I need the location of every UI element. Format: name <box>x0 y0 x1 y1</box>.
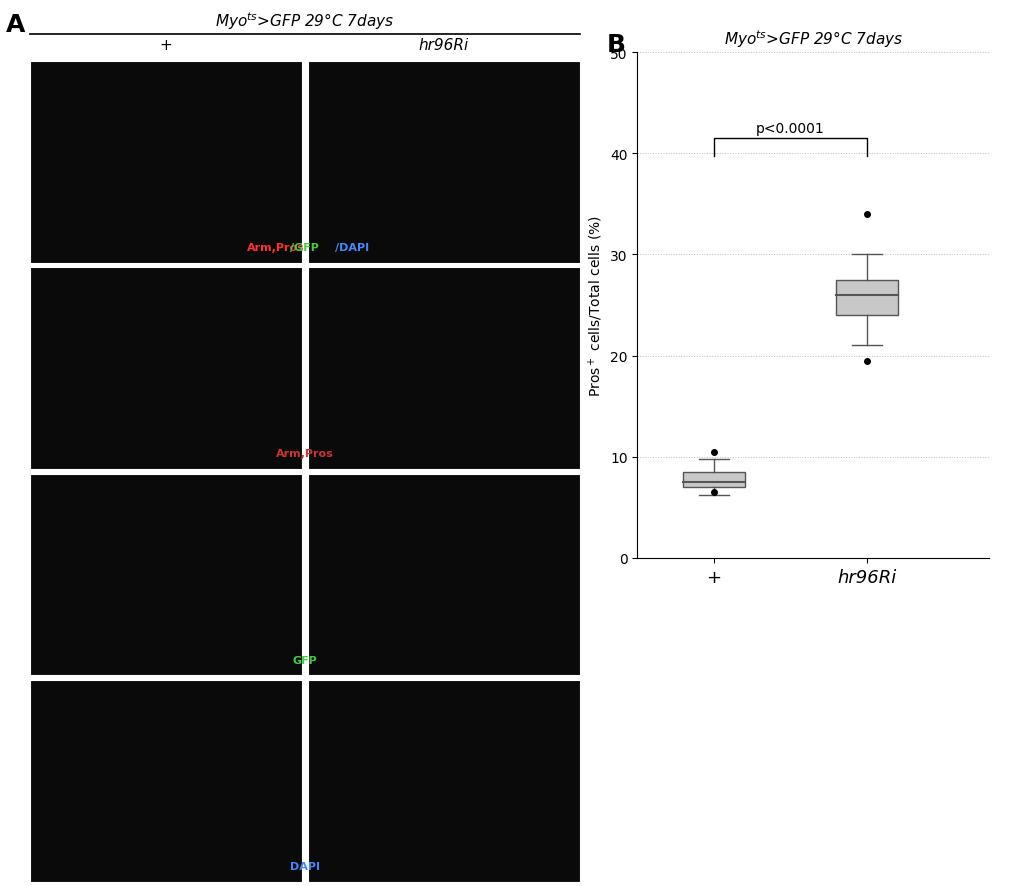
Text: /DAPI: /DAPI <box>334 243 369 253</box>
FancyBboxPatch shape <box>683 472 744 487</box>
Text: GFP: GFP <box>292 655 317 664</box>
FancyBboxPatch shape <box>308 474 579 675</box>
FancyBboxPatch shape <box>30 474 302 675</box>
Text: Arm,Pros: Arm,Pros <box>275 449 333 459</box>
Text: /GFP: /GFP <box>290 243 319 253</box>
FancyBboxPatch shape <box>308 268 579 470</box>
Text: DAPI: DAPI <box>289 861 319 871</box>
Text: +: + <box>159 38 172 53</box>
Text: Myo$^{ts}$>GFP 29°C 7days: Myo$^{ts}$>GFP 29°C 7days <box>215 11 394 32</box>
Text: hr96Ri: hr96Ri <box>418 38 469 53</box>
FancyBboxPatch shape <box>30 268 302 470</box>
Y-axis label: Pros$^+$ cells/Total cells (%): Pros$^+$ cells/Total cells (%) <box>586 214 604 397</box>
FancyBboxPatch shape <box>308 680 579 882</box>
FancyBboxPatch shape <box>836 280 897 315</box>
Text: B: B <box>606 33 626 57</box>
Text: p<0.0001: p<0.0001 <box>755 122 824 136</box>
Text: Arm,Pros: Arm,Pros <box>247 243 305 253</box>
FancyBboxPatch shape <box>30 680 302 882</box>
Title: Myo$^{ts}$>GFP 29°C 7days: Myo$^{ts}$>GFP 29°C 7days <box>723 28 902 50</box>
Text: A: A <box>6 13 25 37</box>
FancyBboxPatch shape <box>308 62 579 264</box>
FancyBboxPatch shape <box>30 62 302 264</box>
